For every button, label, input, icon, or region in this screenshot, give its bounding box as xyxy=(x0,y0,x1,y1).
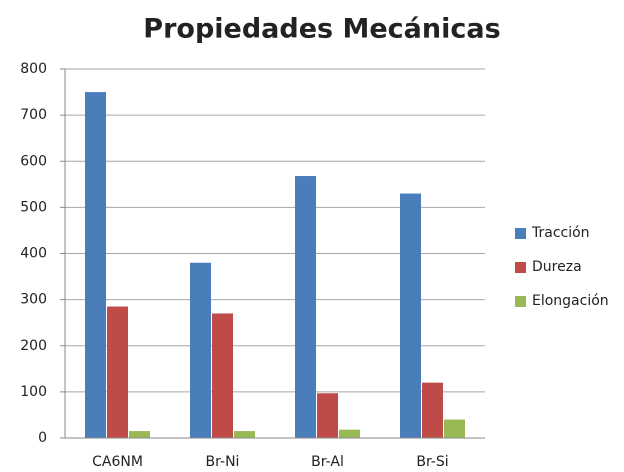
y-tick-label: 700 xyxy=(20,107,47,123)
y-tick-label: 500 xyxy=(20,199,47,215)
bar xyxy=(444,419,465,438)
bar xyxy=(422,382,443,438)
y-tick-label: 800 xyxy=(20,61,47,77)
chart-title: Propiedades Mecánicas xyxy=(143,14,500,45)
y-tick-label: 600 xyxy=(20,153,47,169)
legend-swatch xyxy=(515,296,526,307)
y-tick-label: 300 xyxy=(20,292,47,308)
legend-swatch xyxy=(515,228,526,239)
x-tick-label: CA6NM xyxy=(92,454,143,470)
y-tick-label: 400 xyxy=(20,246,47,262)
bar xyxy=(234,431,255,438)
bar xyxy=(129,431,150,438)
y-tick-label: 100 xyxy=(20,384,47,400)
bar xyxy=(190,262,211,438)
legend-label: Tracción xyxy=(531,225,590,241)
x-tick-label: Br-Al xyxy=(311,454,344,470)
bar xyxy=(107,306,128,438)
legend-swatch xyxy=(515,262,526,273)
bar xyxy=(339,429,360,438)
bar xyxy=(295,176,316,438)
bar xyxy=(400,193,421,438)
x-tick-label: Br-Si xyxy=(416,454,448,470)
bar xyxy=(317,393,338,438)
bar xyxy=(212,313,233,438)
x-tick-label: Br-Ni xyxy=(206,454,240,470)
legend-label: Elongación xyxy=(532,293,609,309)
legend-label: Dureza xyxy=(532,259,582,275)
bar xyxy=(85,92,106,438)
y-tick-label: 0 xyxy=(38,430,47,446)
y-tick-label: 200 xyxy=(20,338,47,354)
